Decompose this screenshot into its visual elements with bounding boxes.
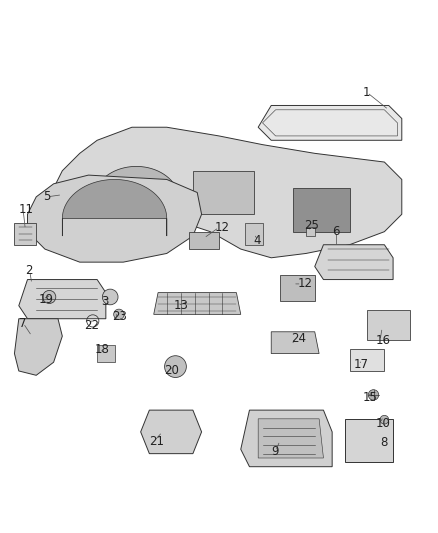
- Circle shape: [380, 415, 389, 424]
- Circle shape: [114, 309, 124, 320]
- Text: 17: 17: [354, 358, 369, 371]
- Text: 12: 12: [215, 221, 230, 234]
- Polygon shape: [367, 310, 410, 341]
- Text: 2: 2: [25, 264, 33, 277]
- Text: 10: 10: [376, 417, 391, 430]
- Text: 12: 12: [297, 277, 312, 290]
- Polygon shape: [350, 349, 385, 371]
- Text: 22: 22: [84, 319, 99, 332]
- Circle shape: [43, 290, 56, 303]
- Polygon shape: [19, 279, 106, 319]
- Polygon shape: [14, 223, 36, 245]
- Polygon shape: [14, 319, 62, 375]
- Polygon shape: [258, 106, 402, 140]
- Text: 18: 18: [95, 343, 110, 356]
- Polygon shape: [258, 419, 323, 458]
- Circle shape: [368, 390, 379, 400]
- Text: 24: 24: [291, 332, 306, 345]
- Polygon shape: [28, 175, 201, 262]
- Polygon shape: [241, 410, 332, 467]
- Text: 5: 5: [43, 190, 50, 204]
- Polygon shape: [193, 171, 254, 214]
- Text: 6: 6: [332, 225, 339, 238]
- Polygon shape: [154, 293, 241, 314]
- Text: 13: 13: [173, 299, 188, 312]
- Text: 7: 7: [19, 317, 26, 329]
- Polygon shape: [293, 188, 350, 232]
- Text: 11: 11: [19, 204, 34, 216]
- Polygon shape: [93, 166, 180, 214]
- Polygon shape: [188, 232, 219, 249]
- Polygon shape: [97, 345, 115, 362]
- Circle shape: [165, 356, 186, 377]
- Polygon shape: [53, 127, 402, 258]
- Text: 1: 1: [363, 86, 370, 99]
- Circle shape: [102, 289, 118, 305]
- Text: 25: 25: [304, 219, 319, 232]
- Polygon shape: [280, 275, 315, 301]
- Text: 4: 4: [254, 234, 261, 247]
- Text: 9: 9: [271, 445, 279, 458]
- Text: 3: 3: [102, 295, 109, 308]
- Polygon shape: [345, 419, 393, 462]
- Text: 8: 8: [380, 437, 387, 449]
- Polygon shape: [315, 245, 393, 279]
- Polygon shape: [62, 180, 167, 236]
- Text: 16: 16: [376, 334, 391, 347]
- Text: 21: 21: [149, 435, 164, 448]
- Polygon shape: [271, 332, 319, 353]
- Polygon shape: [306, 228, 315, 236]
- Text: 15: 15: [363, 391, 378, 403]
- Text: 19: 19: [39, 293, 53, 305]
- Polygon shape: [245, 223, 262, 245]
- Text: 20: 20: [165, 365, 180, 377]
- Polygon shape: [141, 410, 201, 454]
- Text: 23: 23: [113, 310, 127, 323]
